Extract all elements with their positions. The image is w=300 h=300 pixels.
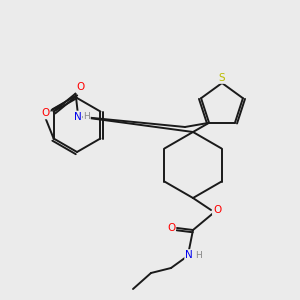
Text: S: S [219,73,225,83]
Text: N: N [74,112,82,122]
Text: H: H [83,112,90,121]
Text: O: O [41,109,50,118]
Text: O: O [167,223,175,233]
Text: O: O [76,82,85,92]
Text: H: H [196,250,202,260]
Text: N: N [185,250,193,260]
Text: O: O [213,205,221,215]
